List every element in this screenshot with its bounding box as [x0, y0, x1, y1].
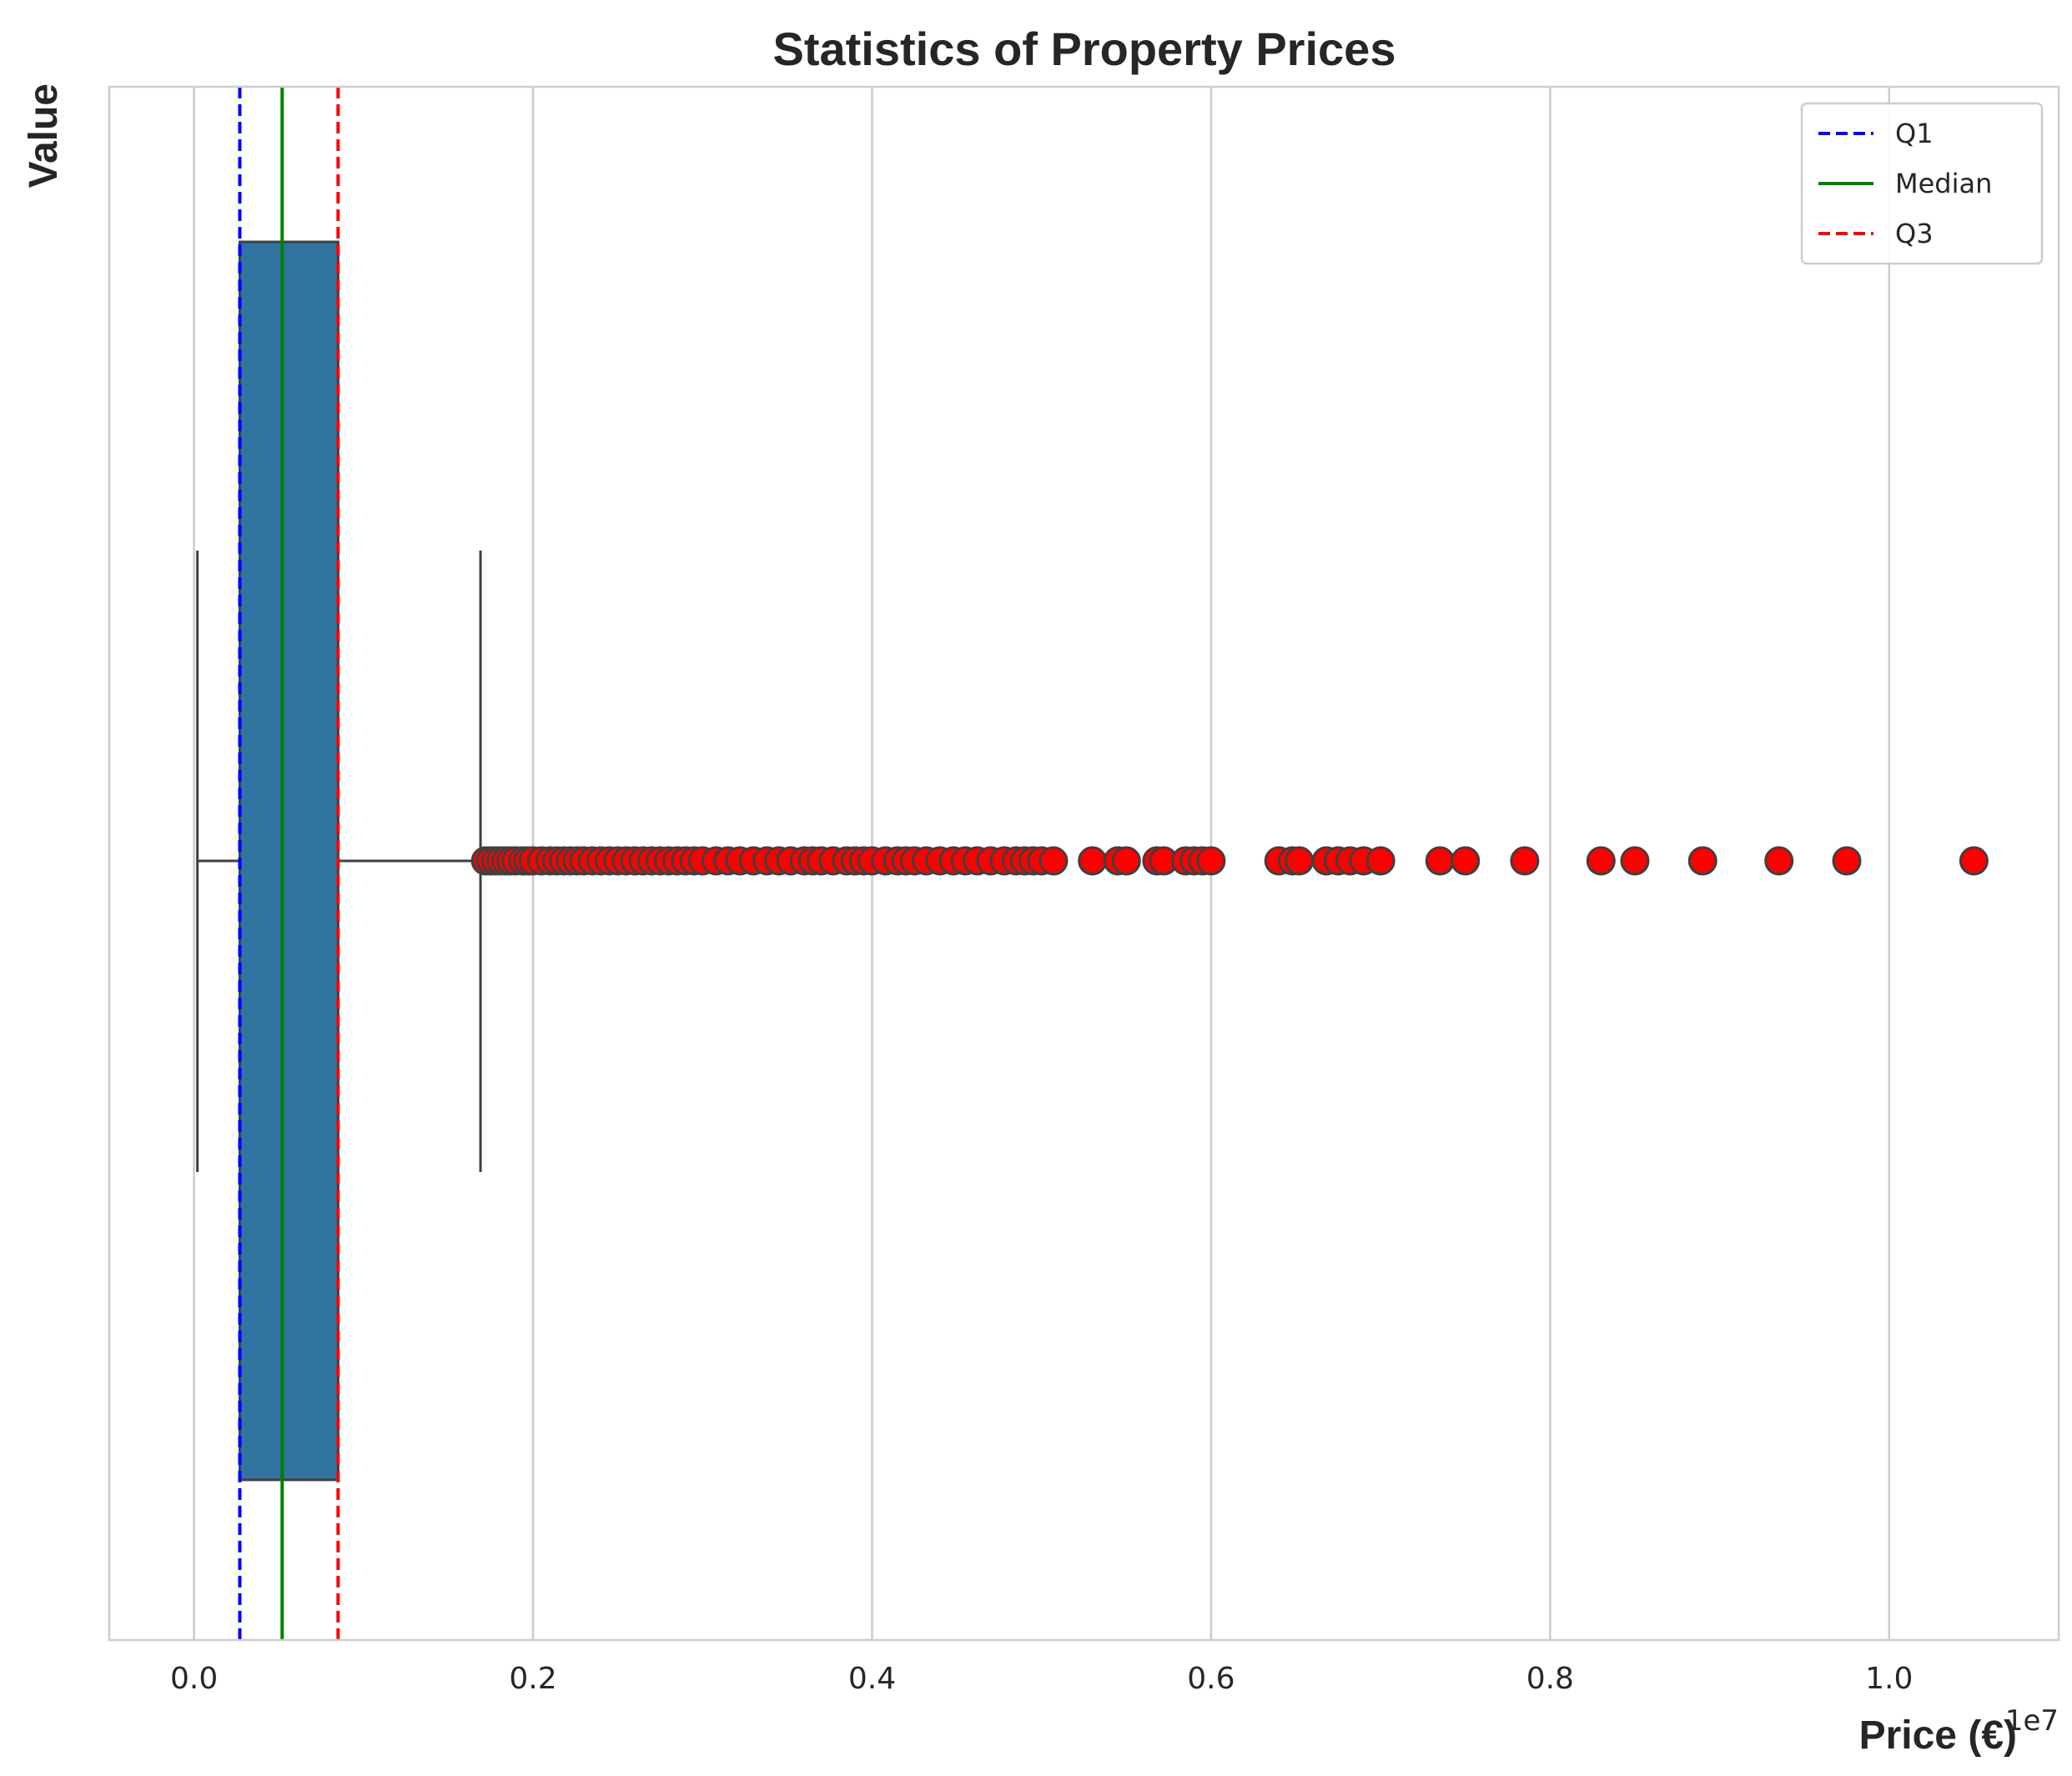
x-tick-label: 0.4	[848, 1662, 896, 1696]
outlier-point	[1687, 846, 1717, 876]
x-tick-label: 0.8	[1526, 1662, 1574, 1696]
outlier-point	[1111, 846, 1141, 876]
outlier-layer	[470, 846, 1989, 876]
plot-frame	[108, 85, 2060, 1642]
outlier-point	[1285, 846, 1315, 876]
legend-label: Q1	[1895, 118, 1934, 149]
outlier-point	[1451, 846, 1481, 876]
box-iqr	[238, 240, 339, 1482]
outlier-point	[1039, 846, 1069, 876]
x-axis-label: Price (€)	[1859, 1713, 2017, 1758]
outlier-point	[1620, 846, 1650, 876]
outlier-point	[1425, 846, 1455, 876]
outlier-point	[1078, 846, 1108, 876]
y-axis-label: Value	[22, 83, 66, 188]
legend: Q1 Median Q3	[1800, 102, 2044, 265]
outlier-point	[1764, 846, 1794, 876]
chart-title: Statistics of Property Prices	[773, 23, 1396, 75]
x-tick-label: 0.0	[170, 1662, 218, 1696]
x-axis-offset-label: 1e7	[2005, 1704, 2059, 1738]
outlier-point	[1196, 846, 1226, 876]
legend-label: Q3	[1895, 218, 1934, 249]
outlier-point	[1510, 846, 1540, 876]
outlier-point	[1832, 846, 1862, 876]
tick-labels-layer: 0.0 0.2 0.4 0.6 0.8 1.0	[170, 1662, 1913, 1696]
stat-lines-layer	[238, 87, 340, 1640]
x-tick-label: 0.6	[1187, 1662, 1235, 1696]
legend-box	[1800, 102, 2044, 265]
outlier-point	[1365, 846, 1396, 876]
x-tick-label: 1.0	[1865, 1662, 1913, 1696]
outlier-point	[1959, 846, 1989, 876]
outlier-point	[1586, 846, 1616, 876]
x-tick-label: 0.2	[509, 1662, 556, 1696]
legend-label: Median	[1895, 168, 1992, 199]
